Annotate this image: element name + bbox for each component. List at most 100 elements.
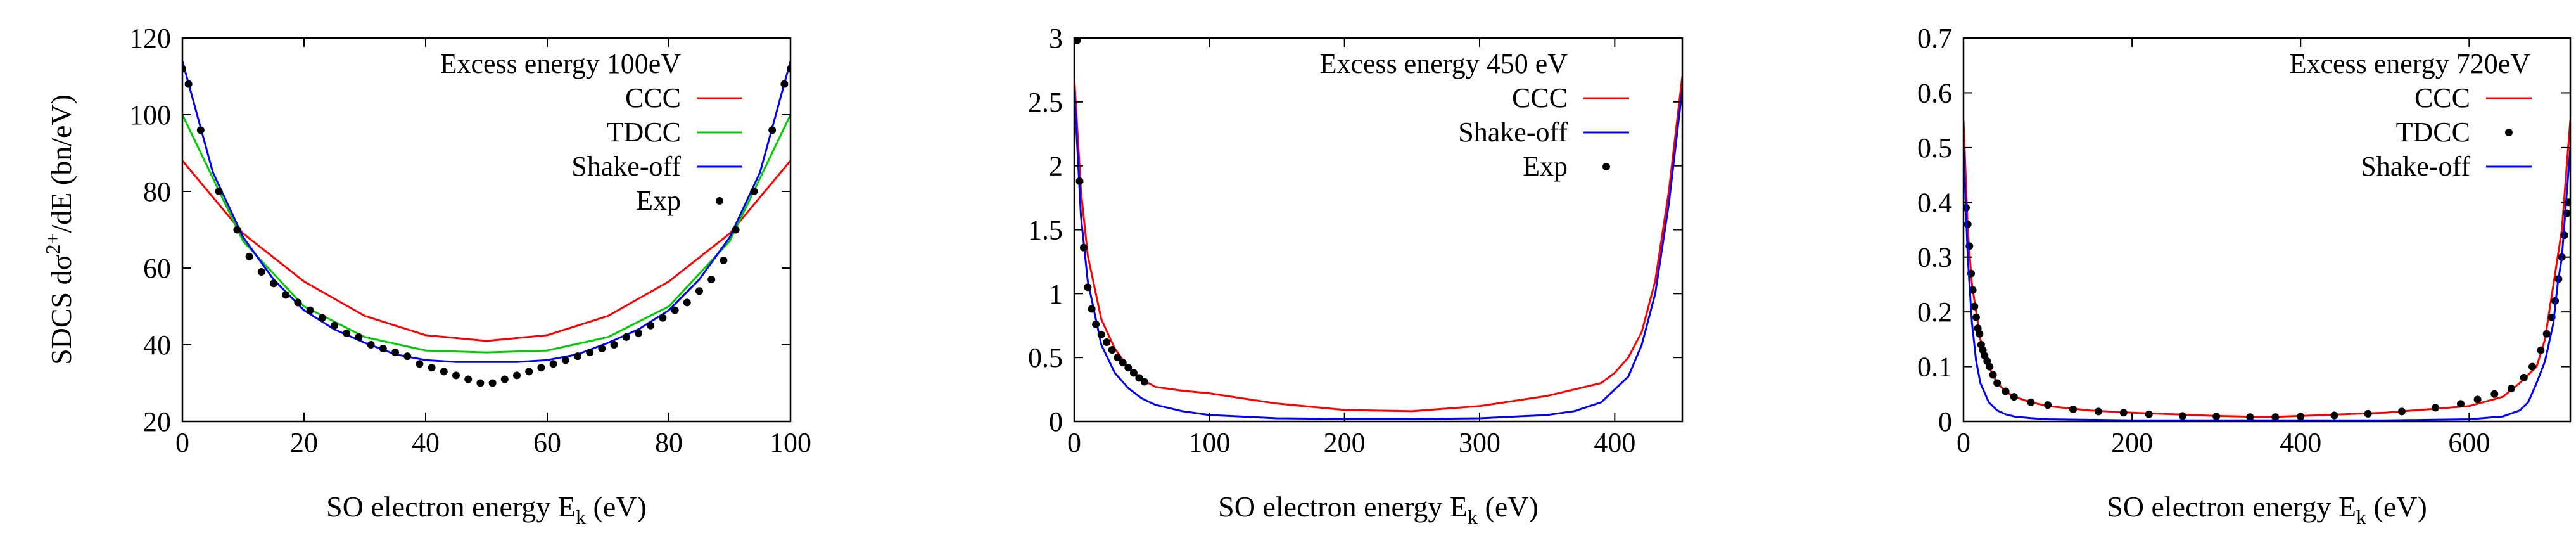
data-point-tdcc [2044,401,2052,409]
data-point-tdcc [1964,220,1972,228]
plot-area [1074,38,1682,420]
x-tick-label: 400 [1594,427,1635,458]
legend-label-exp: Exp [1523,151,1568,182]
data-point-exp [610,341,618,349]
y-tick-label: 1.5 [1028,215,1063,246]
y-tick-label: 80 [143,176,171,207]
data-point-exp [780,80,789,88]
data-point-tdcc [2010,393,2018,401]
data-point-tdcc [1970,302,1979,311]
x-tick-label: 0 [175,427,189,458]
data-point-exp [647,321,655,330]
data-point-exp [182,65,186,73]
data-point-exp [1088,305,1096,313]
y-tick-label: 0.1 [1917,352,1952,383]
legend-title: Excess energy 100eV [440,48,682,79]
data-point-tdcc [1972,313,1980,321]
y-tick-label: 100 [129,99,171,131]
data-point-exp [282,291,290,299]
y-axis-label: SDCS dσ2+/dE (bn/eV) [41,94,77,365]
data-point-tdcc [2027,398,2035,406]
data-point-exp [391,349,399,357]
x-tick-label: 40 [412,427,440,458]
data-point-exp [306,306,314,314]
x-tick-label: 0 [1067,427,1081,458]
x-tick-label: 200 [2111,427,2153,458]
data-point-exp [294,298,302,307]
x-tick-label: 20 [290,427,318,458]
data-point-exp [1140,378,1148,386]
x-tick-label: 0 [1957,427,1970,458]
data-point-tdcc [2473,395,2482,404]
data-point-exp [1103,338,1111,346]
data-point-exp [574,352,581,361]
x-tick-label: 80 [655,427,683,458]
legend-label-tdcc: TDCC [2396,117,2470,148]
data-point-tdcc [2364,409,2372,418]
x-tick-label: 100 [770,427,811,458]
y-tick-label: 0.4 [1917,187,1952,218]
data-point-exp [622,333,630,341]
data-point-tdcc [2002,387,2010,395]
data-point-exp [787,65,790,73]
x-tick-label: 600 [2448,427,2490,458]
data-point-exp [695,287,703,295]
y-tick-label: 0.2 [1917,297,1952,328]
data-point-exp [1124,364,1133,372]
y-tick-label: 120 [129,23,171,54]
data-point-exp [343,329,351,337]
data-point-exp [257,268,265,276]
data-point-exp [1097,330,1105,338]
data-point-tdcc [1989,371,1997,379]
data-point-exp [1075,177,1084,185]
legend-title: Excess energy 720eV [2290,48,2531,79]
data-point-exp [215,188,223,195]
data-point-tdcc [2271,413,2280,421]
data-point-exp [549,360,557,368]
x-axis-label: SO electron energy Ek (eV) [2107,490,2427,529]
series-line-ccc [1964,120,2570,418]
series-line-ccc [1074,76,1682,413]
data-point-tdcc [2397,407,2406,416]
data-point-exp [1079,243,1088,252]
data-point-exp [1129,369,1138,377]
y-tick-label: 2.5 [1028,87,1063,118]
data-point-exp [1119,359,1127,367]
data-point-exp [683,298,691,307]
x-tick-label: 300 [1459,427,1501,458]
plot-frame [1073,37,1684,423]
y-tick-label: 0 [1938,406,1952,437]
x-axis-label: SO electron energy Ek (eV) [326,490,647,529]
y-tick-label: 0.6 [1917,77,1952,108]
data-point-tdcc [2145,410,2153,418]
chart-3: 0 200 400 600 0 0.1 0.2 0.3 0.4 0.5 0.6 0.7 SO elect… [1917,23,2572,529]
y-tick-label: 3 [1049,23,1063,54]
plot-area [1964,120,2570,421]
data-point-exp [635,329,642,337]
data-point-exp [671,306,679,314]
data-point-tdcc [2537,346,2545,354]
legend-swatch-tdcc [2505,129,2513,136]
data-point-exp [768,126,777,134]
data-point-tdcc [2507,385,2515,393]
data-point-tdcc [2520,373,2528,382]
data-point-exp [233,226,241,234]
data-point-exp [270,279,277,288]
data-point-exp [561,356,569,364]
data-point-exp [750,188,758,195]
data-point-tdcc [2490,390,2499,398]
data-point-tdcc [2069,406,2077,413]
data-point-exp [659,314,667,322]
y-tick-label: 2 [1049,151,1063,182]
plot-frame [1962,37,2572,423]
data-point-exp [403,352,412,361]
chart-2: 0 100 200 300 400 0 0.5 1 1.5 2 2.5 3 SO electron en… [1028,23,1684,529]
legend-label-tdcc: TDCC [607,117,681,148]
data-point-exp [355,333,363,341]
data-point-exp [476,379,485,387]
series-line-tdcc [182,114,790,354]
data-point-exp [1108,346,1116,354]
y-tick-label: 0.5 [1028,342,1063,373]
